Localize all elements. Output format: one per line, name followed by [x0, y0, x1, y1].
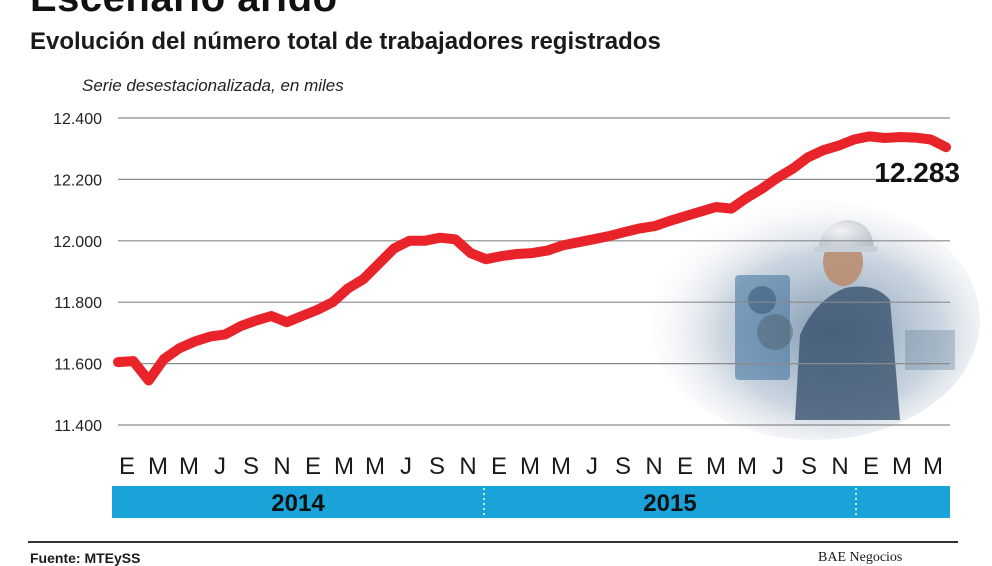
y-tick-label: 12.000 [53, 234, 102, 251]
y-tick-label: 12.200 [53, 172, 102, 189]
series-line [113, 131, 951, 386]
x-tick-label: E [119, 453, 135, 480]
series-lines [113, 131, 951, 386]
worker-photo [650, 200, 980, 440]
x-tick-label: M [923, 453, 943, 480]
x-tick-label: M [365, 453, 385, 480]
x-tick-label: M [179, 453, 199, 480]
credit-note: BAE Negocios [818, 550, 903, 565]
x-tick-label: S [429, 453, 445, 480]
x-tick-label: J [586, 453, 598, 480]
last-value-label: 12.283 [874, 157, 960, 188]
x-tick-label: N [645, 453, 662, 480]
annotations: 12.283 [874, 157, 960, 188]
y-tick-label: 12.400 [53, 111, 102, 128]
y-axis-ticks: 12.400 12.200 12.000 11.800 11.600 11.400 [53, 111, 102, 435]
x-tick-label: E [677, 453, 693, 480]
x-tick-label: M [148, 453, 168, 480]
x-tick-label: M [737, 453, 757, 480]
x-tick-label: M [334, 453, 354, 480]
grid-lines [118, 117, 950, 426]
year-band-label: 2015 [643, 490, 696, 517]
unit-note: Serie desestacionalizada, en miles [82, 76, 344, 95]
y-tick-label: 11.600 [54, 357, 102, 374]
x-tick-label: J [214, 453, 226, 480]
x-tick-label: J [400, 453, 412, 480]
year-band-background [112, 486, 950, 518]
x-tick-label: S [243, 453, 259, 480]
x-tick-label: S [615, 453, 631, 480]
year-bands: 201420152016201718 [112, 486, 950, 518]
x-tick-label: M [520, 453, 540, 480]
bottom-rule [28, 541, 958, 543]
y-tick-label: 11.800 [54, 295, 102, 312]
source-note: Fuente: MTEySS [30, 550, 141, 566]
x-tick-label: M [892, 453, 912, 480]
chart-subtitle: Evolución del número total de trabajador… [30, 28, 661, 55]
x-tick-label: M [706, 453, 726, 480]
x-tick-label: E [863, 453, 879, 480]
page-title: Escenario árido [30, 0, 338, 21]
x-tick-label: N [273, 453, 290, 480]
x-tick-label: E [305, 453, 321, 480]
x-tick-label: E [491, 453, 507, 480]
x-tick-label: J [772, 453, 784, 480]
x-tick-label: N [459, 453, 476, 480]
x-tick-label: S [801, 453, 817, 480]
year-band-label: 2014 [271, 490, 325, 517]
x-tick-label: N [831, 453, 848, 480]
y-tick-label: 11.400 [54, 418, 102, 435]
x-tick-label: M [551, 453, 571, 480]
